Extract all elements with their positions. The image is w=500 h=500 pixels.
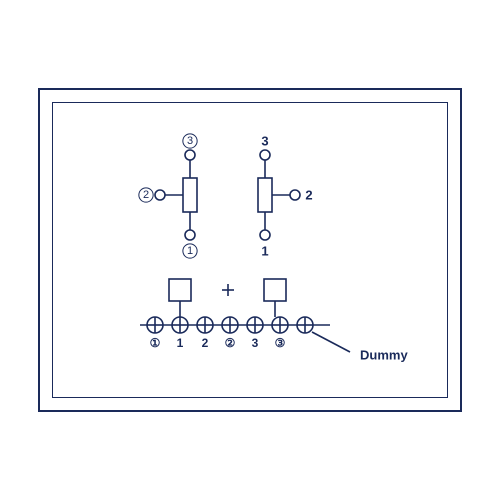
svg-text:2: 2 [143, 189, 149, 201]
svg-text:②: ② [225, 336, 236, 350]
svg-text:①: ① [150, 336, 161, 350]
svg-text:1: 1 [187, 245, 193, 257]
svg-text:1: 1 [177, 336, 184, 350]
svg-text:③: ③ [275, 336, 286, 350]
svg-text:1: 1 [261, 244, 268, 259]
svg-text:3: 3 [252, 336, 259, 350]
svg-text:3: 3 [187, 135, 193, 147]
svg-text:2: 2 [305, 188, 312, 203]
svg-text:Dummy: Dummy [360, 348, 408, 363]
outer-frame: 3 1 2 3 1 2 ① 1 2 ② 3 ③ Dummy [38, 88, 462, 412]
svg-text:2: 2 [202, 336, 209, 350]
svg-text:3: 3 [261, 134, 268, 149]
schematic-svg: 3 1 2 3 1 2 ① 1 2 ② 3 ③ Dummy [40, 90, 460, 410]
